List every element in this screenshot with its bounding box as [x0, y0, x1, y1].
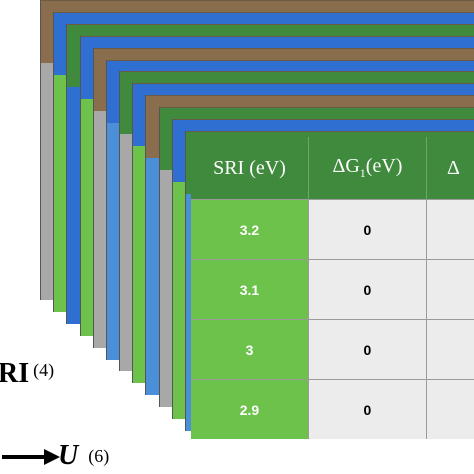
header-delta-g2: Δ: [426, 137, 474, 200]
table-row: 2.9 0: [191, 379, 474, 439]
table-row: 3 0: [191, 319, 474, 380]
sri-cell: 3: [191, 319, 309, 380]
table-row: 3.1 0: [191, 259, 474, 320]
delta-g2-cell: [426, 379, 474, 439]
delta-g1-cell: 0: [308, 259, 427, 320]
header-row: SRI (eV) ΔG1(eV) Δ: [191, 137, 474, 200]
delta-g1-cell: 0: [308, 379, 427, 439]
delta-g2-cell: [426, 199, 474, 260]
sri-cell: 3.2: [191, 199, 309, 260]
sri-table: SRI (eV) ΔG1(eV) Δ 3.2 0 3.1 0 3 0: [191, 137, 474, 439]
arrow-right-icon: [2, 449, 60, 465]
delta-g2-cell: [426, 259, 474, 320]
table-row: 3.2 0: [191, 199, 474, 260]
header-delta-g1: ΔG1(eV): [308, 137, 427, 200]
header-sri: SRI (eV): [191, 137, 309, 200]
sri-cell: 3.1: [191, 259, 309, 320]
sri-axis-label: RI (4): [0, 358, 55, 389]
delta-g1-cell: 0: [308, 199, 427, 260]
u-axis-label: U (6): [58, 440, 110, 471]
front-table-panel: SRI (eV) ΔG1(eV) Δ 3.2 0 3.1 0 3 0: [191, 137, 474, 439]
delta-g2-cell: [426, 319, 474, 380]
delta-g1-cell: 0: [308, 319, 427, 380]
sri-cell: 2.9: [191, 379, 309, 439]
